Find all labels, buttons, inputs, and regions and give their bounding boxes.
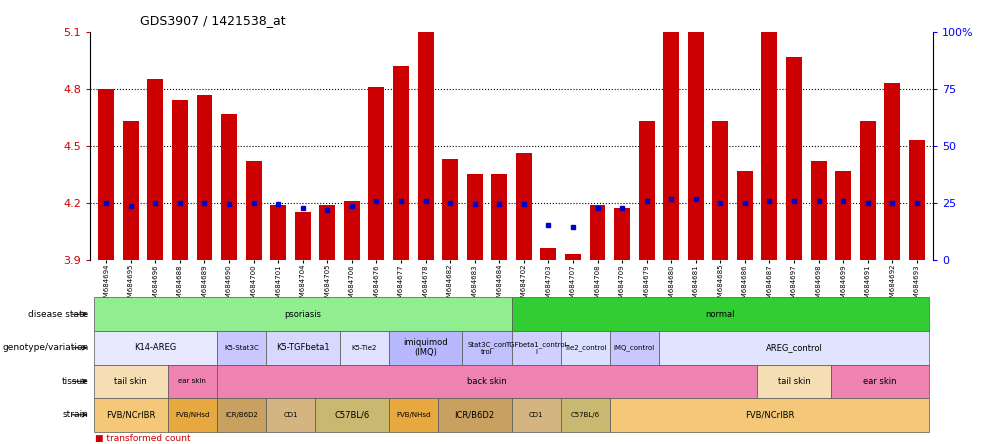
Bar	[315, 398, 389, 432]
Bar	[319, 205, 335, 260]
Text: CD1: CD1	[528, 412, 543, 418]
Text: imiquimod
(IMQ): imiquimod (IMQ)	[403, 338, 448, 357]
Bar	[122, 121, 138, 260]
Text: Tie2_control: Tie2_control	[563, 345, 606, 351]
Bar	[786, 57, 802, 260]
Bar	[94, 331, 216, 365]
Bar	[560, 398, 609, 432]
Text: FVB/NHsd: FVB/NHsd	[174, 412, 209, 418]
Bar	[638, 121, 654, 260]
Text: back skin: back skin	[467, 377, 506, 386]
Bar	[340, 331, 389, 365]
Bar	[761, 32, 777, 260]
Text: tail skin: tail skin	[777, 377, 810, 386]
Bar	[147, 79, 163, 260]
Text: AREG_control: AREG_control	[765, 343, 822, 352]
Bar	[830, 365, 928, 398]
Bar	[344, 201, 360, 260]
Bar	[757, 365, 830, 398]
Bar	[98, 89, 114, 260]
Bar	[220, 114, 236, 260]
Bar	[171, 100, 187, 260]
Bar	[196, 95, 212, 260]
Bar	[462, 331, 511, 365]
Bar	[810, 161, 826, 260]
Text: ICR/B6D2: ICR/B6D2	[224, 412, 258, 418]
Bar	[515, 154, 531, 260]
Bar	[908, 140, 924, 260]
Bar	[511, 297, 928, 331]
Bar	[540, 248, 556, 260]
Text: ICR/B6D2: ICR/B6D2	[454, 410, 494, 419]
Bar	[266, 331, 340, 365]
Bar	[835, 170, 851, 260]
Bar	[564, 254, 580, 260]
Bar	[687, 32, 703, 260]
Bar	[216, 331, 266, 365]
Text: normal: normal	[704, 310, 734, 319]
Bar	[859, 121, 875, 260]
Text: tail skin: tail skin	[114, 377, 147, 386]
Bar	[491, 174, 507, 260]
Text: CD1: CD1	[283, 412, 298, 418]
Bar	[417, 32, 433, 260]
Text: GDS3907 / 1421538_at: GDS3907 / 1421538_at	[140, 15, 286, 28]
Text: ear skin: ear skin	[178, 378, 206, 385]
Bar	[245, 161, 262, 260]
Text: TGFbeta1_control
l: TGFbeta1_control l	[505, 341, 566, 355]
Bar	[368, 87, 384, 260]
Text: psoriasis: psoriasis	[284, 310, 321, 319]
Bar	[94, 297, 511, 331]
Text: FVB/NHsd: FVB/NHsd	[396, 412, 430, 418]
Text: C57BL/6: C57BL/6	[334, 410, 369, 419]
Bar	[658, 331, 928, 365]
Bar	[736, 170, 753, 260]
Bar	[609, 331, 658, 365]
Text: K5-TGFbeta1: K5-TGFbeta1	[276, 343, 330, 352]
Text: Stat3C_con
trol: Stat3C_con trol	[467, 341, 506, 355]
Bar	[393, 66, 409, 260]
Bar	[662, 32, 678, 260]
Bar	[466, 174, 482, 260]
Text: K5-Stat3C: K5-Stat3C	[223, 345, 259, 351]
Bar	[266, 398, 315, 432]
Text: FVB/NCrIBR: FVB/NCrIBR	[744, 410, 794, 419]
Bar	[216, 398, 266, 432]
Bar	[438, 398, 511, 432]
Bar	[389, 398, 438, 432]
Text: C57BL/6: C57BL/6	[570, 412, 599, 418]
Bar	[711, 121, 727, 260]
Text: strain: strain	[62, 410, 88, 419]
Text: genotype/variation: genotype/variation	[2, 343, 88, 352]
Text: K14-AREG: K14-AREG	[134, 343, 176, 352]
Text: ear skin: ear skin	[863, 377, 896, 386]
Bar	[613, 209, 629, 260]
Bar	[216, 365, 757, 398]
Text: K5-Tie2: K5-Tie2	[351, 345, 377, 351]
Text: FVB/NCrIBR: FVB/NCrIBR	[106, 410, 155, 419]
Text: disease state: disease state	[28, 310, 88, 319]
Bar	[589, 205, 605, 260]
Text: tissue: tissue	[61, 377, 88, 386]
Text: ■ transformed count: ■ transformed count	[95, 434, 190, 443]
Bar	[609, 398, 928, 432]
Text: IMQ_control: IMQ_control	[613, 345, 654, 351]
Bar	[94, 398, 167, 432]
Bar	[295, 212, 311, 260]
Bar	[270, 205, 286, 260]
Bar	[511, 331, 560, 365]
Bar	[389, 331, 462, 365]
Bar	[560, 331, 609, 365]
Bar	[442, 159, 458, 260]
Bar	[94, 365, 167, 398]
Bar	[884, 83, 900, 260]
Bar	[511, 398, 560, 432]
Bar	[167, 365, 216, 398]
Bar	[167, 398, 216, 432]
